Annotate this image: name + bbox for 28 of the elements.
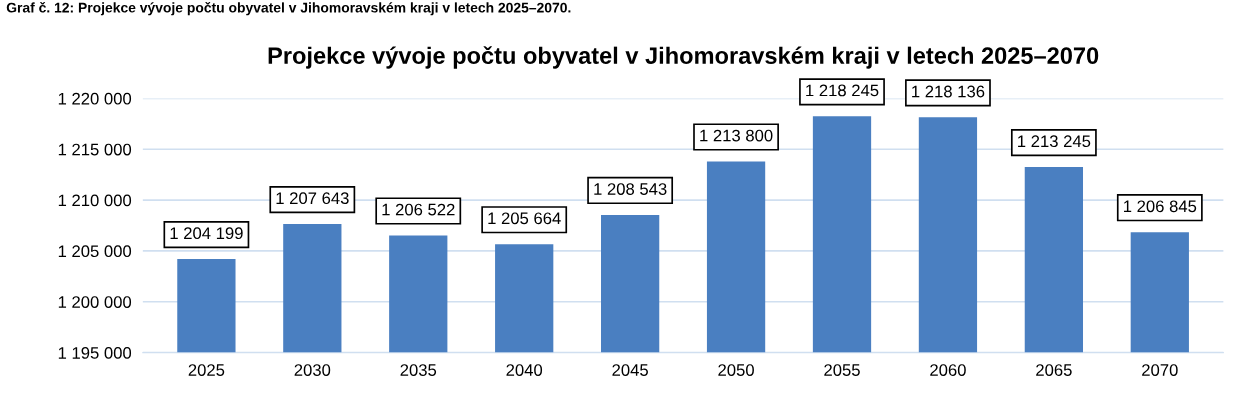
y-tick-label: 1 200 000 — [58, 296, 132, 308]
data-label: 1 218 245 — [806, 84, 879, 97]
y-tick-label: 1 195 000 — [58, 347, 132, 359]
x-tick-label: 2050 — [718, 364, 754, 376]
y-tick-label: 1 220 000 — [58, 92, 132, 105]
data-label: 1 204 199 — [170, 227, 243, 240]
x-tick-label: 2030 — [294, 364, 331, 376]
data-label: 1 206 845 — [1124, 200, 1197, 213]
x-tick-label: 2025 — [188, 364, 225, 376]
data-label: 1 213 800 — [700, 129, 773, 142]
x-tick-label: 2060 — [930, 364, 966, 376]
data-label: 1 206 522 — [382, 203, 455, 216]
y-tick-label: 1 215 000 — [58, 143, 132, 156]
x-tick-label: 2035 — [400, 364, 437, 376]
chart-title: Projekce vývoje počtu obyvatel v Jihomoravském kraji v letech 2025–2070 — [268, 46, 1099, 69]
data-label: 1 213 245 — [1018, 135, 1091, 148]
text: Graf č. 12: Projekce vývoje počtu obyvatel v Jihomoravském kraji v letech 2025–2070. — [6, 2, 571, 16]
x-tick-label: 2070 — [1142, 364, 1178, 376]
data-label: 1 208 543 — [594, 183, 667, 195]
x-tick-label: 2055 — [824, 364, 860, 376]
y-tick-label: 1 210 000 — [58, 194, 132, 207]
x-tick-label: 2065 — [1036, 364, 1072, 376]
data-label: 1 218 136 — [912, 85, 985, 98]
x-tick-label: 2045 — [612, 364, 648, 376]
data-label: 1 205 664 — [488, 212, 561, 225]
data-label: 1 207 643 — [276, 192, 349, 205]
y-tick-label: 1 205 000 — [58, 245, 132, 258]
x-tick-label: 2040 — [506, 364, 543, 376]
